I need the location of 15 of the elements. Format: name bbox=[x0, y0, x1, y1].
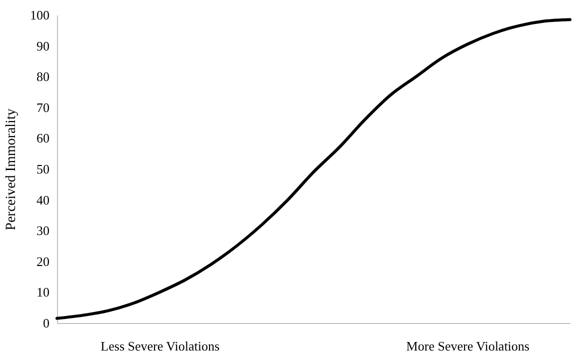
y-tick-label: 10 bbox=[36, 284, 50, 300]
y-tick-label: 20 bbox=[36, 254, 50, 269]
x-tick-label: Less Severe Violations bbox=[100, 338, 220, 354]
y-tick-label: 40 bbox=[36, 192, 50, 208]
y-axis-title: Perceived Immorality bbox=[4, 108, 19, 230]
line-series bbox=[56, 18, 572, 320]
y-tick-label: 90 bbox=[36, 38, 50, 54]
x-tick-label: More Severe Violations bbox=[406, 338, 530, 354]
y-tick-label: 60 bbox=[36, 130, 50, 146]
y-tick-label: 70 bbox=[36, 100, 50, 115]
y-tick-label: 30 bbox=[36, 223, 50, 238]
y-tick-label: 0 bbox=[43, 316, 50, 330]
y-tick-label: 80 bbox=[36, 69, 50, 84]
y-tick-label: 50 bbox=[36, 162, 50, 176]
y-tick-label: 100 bbox=[30, 8, 50, 22]
